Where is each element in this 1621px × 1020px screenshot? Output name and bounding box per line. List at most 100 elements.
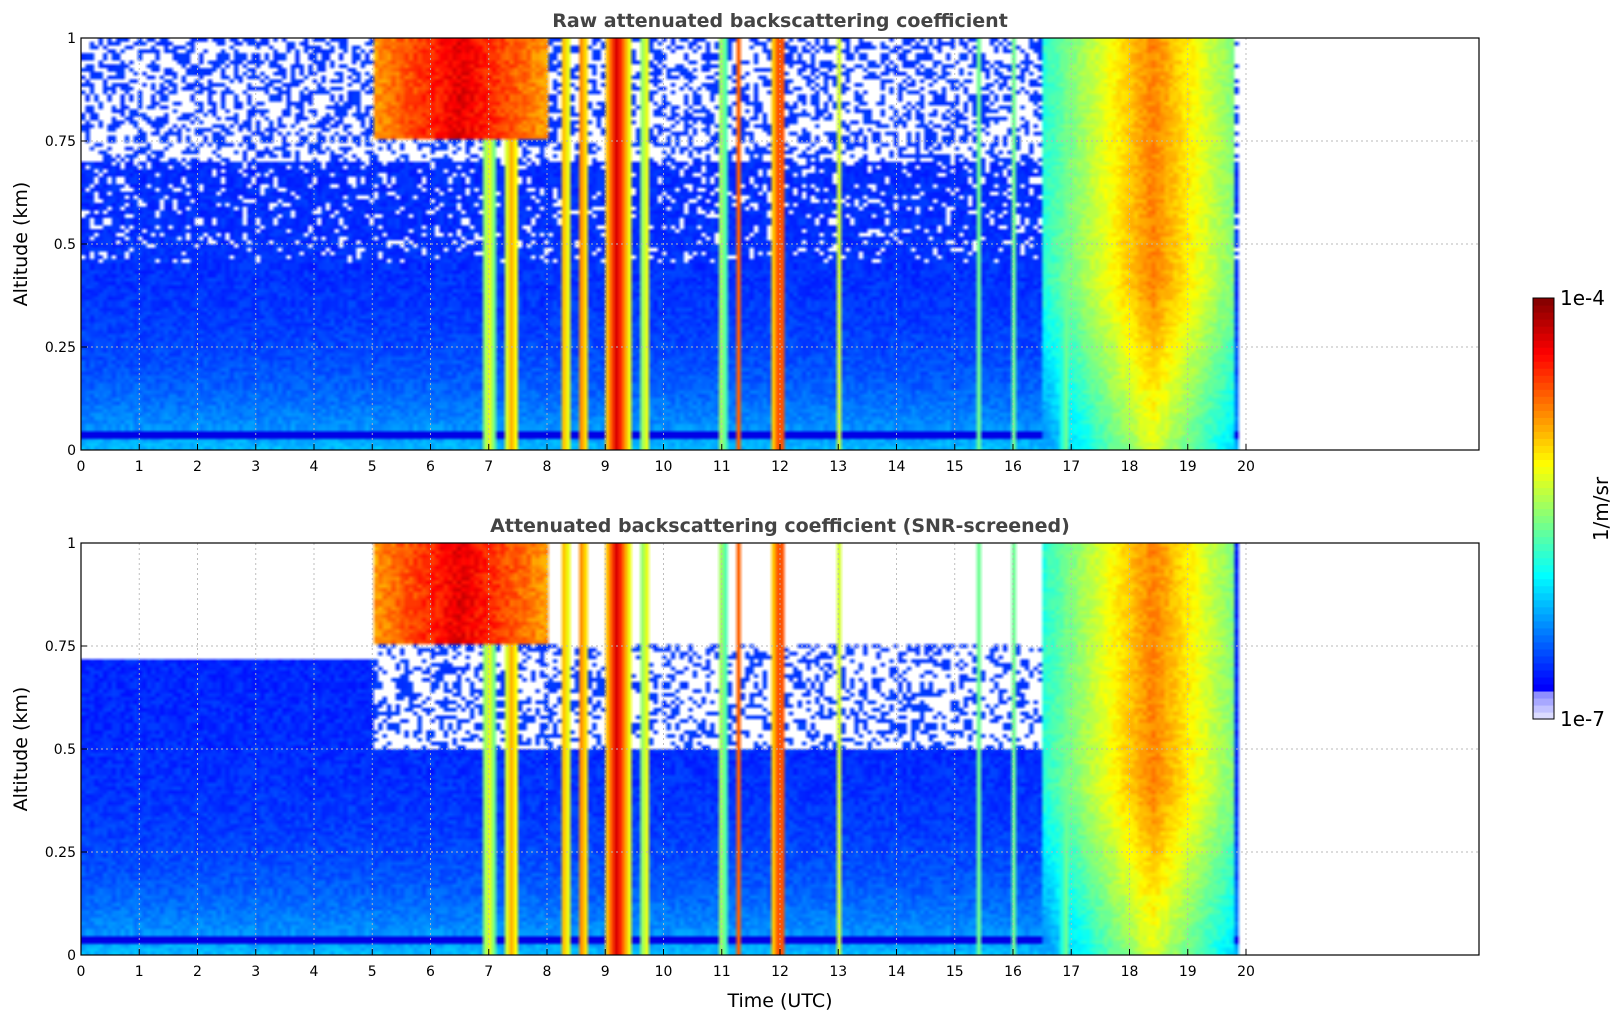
colorbar-step <box>1533 480 1554 489</box>
colorbar-step <box>1533 466 1554 475</box>
colorbar-step <box>1533 389 1554 397</box>
colorbar-step <box>1533 382 1554 390</box>
x-tick-label: 8 <box>543 459 552 475</box>
x-tick-label: 8 <box>543 964 552 980</box>
colorbar-step <box>1533 676 1554 685</box>
colorbar-min-label: 1e-7 <box>1560 707 1605 731</box>
colorbar-step <box>1533 424 1554 432</box>
colorbar-step <box>1533 662 1554 671</box>
x-tick-label: 0 <box>77 459 86 475</box>
colorbar-step <box>1533 396 1554 404</box>
y-axis: 0 0.25 0.5 0.75 1 <box>45 536 87 964</box>
colorbar-step <box>1533 410 1554 418</box>
x-axis: 0 1 2 3 4 5 6 7 8 9 10 11 12 13 14 15 16 17 18 19 20 <box>77 444 1255 475</box>
x-tick-label: 18 <box>1121 459 1139 475</box>
colorbar-step <box>1533 501 1554 510</box>
colorbar-step <box>1533 634 1554 643</box>
colorbar-step <box>1533 487 1554 496</box>
panel-title: Raw attenuated backscattering coefficien… <box>552 10 1008 32</box>
x-tick-label: 9 <box>601 459 610 475</box>
x-tick-label: 9 <box>601 964 610 980</box>
colorbar-step <box>1533 445 1554 453</box>
colorbar-step <box>1533 641 1554 650</box>
colorbar-step <box>1533 655 1554 664</box>
colorbar-step <box>1533 648 1554 657</box>
colorbar-step <box>1533 354 1554 362</box>
x-tick-label: 11 <box>713 964 731 980</box>
x-tick-label: 17 <box>1062 964 1080 980</box>
x-tick-label: 7 <box>484 964 493 980</box>
x-tick-label: 2 <box>193 459 202 475</box>
y-tick-label: 0 <box>67 443 76 459</box>
x-tick-label: 13 <box>829 459 847 475</box>
colorbar-frame <box>1532 297 1555 720</box>
y-tick-label: 0.75 <box>45 134 76 150</box>
x-tick-label: 18 <box>1121 964 1139 980</box>
colorbar-step <box>1533 697 1554 706</box>
y-axis: 0 0.25 0.5 0.75 1 <box>45 31 87 459</box>
colorbar-steps <box>1532 297 1555 720</box>
colorbar-step <box>1533 417 1554 425</box>
colorbar-step <box>1533 473 1554 482</box>
colorbar-step <box>1533 585 1554 594</box>
y-tick-label: 0.25 <box>45 340 76 356</box>
y-axis-label: Altitude (km) <box>10 182 32 307</box>
colorbar-step <box>1533 564 1554 573</box>
x-tick-label: 1 <box>135 964 144 980</box>
colorbar-step <box>1533 438 1554 446</box>
colorbar-step <box>1533 704 1554 713</box>
colorbar-step <box>1533 333 1554 341</box>
colorbar-step <box>1533 515 1554 524</box>
x-axis-label: Time (UTC) <box>726 990 832 1012</box>
colorbar-step <box>1533 452 1554 460</box>
colorbar-step <box>1533 508 1554 517</box>
colorbar-step <box>1533 578 1554 587</box>
x-tick-label: 3 <box>251 964 260 980</box>
colorbar-step <box>1533 711 1554 720</box>
y-tick-label: 0.5 <box>54 742 76 758</box>
colorbar-step <box>1533 340 1554 348</box>
colorbar-step <box>1533 361 1554 369</box>
colorbar-step <box>1533 529 1554 538</box>
colorbar-step <box>1533 431 1554 439</box>
colorbar-step <box>1533 494 1554 503</box>
colorbar-step <box>1533 368 1554 376</box>
x-tick-label: 6 <box>426 459 435 475</box>
x-tick-label: 16 <box>1004 459 1022 475</box>
colorbar-step <box>1533 305 1554 313</box>
colorbar-step <box>1533 592 1554 601</box>
x-tick-label: 5 <box>368 964 377 980</box>
x-tick-label: 20 <box>1237 964 1255 980</box>
y-axis-label: Altitude (km) <box>10 687 32 812</box>
colorbar-step <box>1533 613 1554 622</box>
colorbar-step <box>1533 403 1554 411</box>
colorbar-step <box>1533 557 1554 566</box>
colorbar-step <box>1533 536 1554 545</box>
x-tick-label: 12 <box>771 459 789 475</box>
colorbar-step <box>1533 550 1554 559</box>
colorbar-step <box>1533 690 1554 699</box>
x-tick-label: 14 <box>888 964 906 980</box>
x-tick-label: 3 <box>251 459 260 475</box>
y-tick-label: 0 <box>67 948 76 964</box>
x-axis: 0 1 2 3 4 5 6 7 8 9 10 11 12 13 14 15 16 17 18 19 20 <box>77 949 1255 980</box>
colorbar-step <box>1533 543 1554 552</box>
colorbar: 1e-4 1e-7 1/m/sr <box>1532 286 1613 731</box>
x-tick-label: 10 <box>655 964 673 980</box>
colorbar-step <box>1533 599 1554 608</box>
x-tick-label: 10 <box>655 459 673 475</box>
y-tick-label: 0.25 <box>45 845 76 861</box>
x-tick-label: 4 <box>310 459 319 475</box>
x-tick-label: 5 <box>368 459 377 475</box>
colorbar-step <box>1533 375 1554 383</box>
colorbar-step <box>1533 571 1554 580</box>
x-tick-label: 6 <box>426 964 435 980</box>
colorbar-step <box>1533 683 1554 692</box>
x-tick-label: 19 <box>1179 459 1197 475</box>
x-tick-label: 14 <box>888 459 906 475</box>
raw-backscatter-panel: Raw attenuated backscattering coefficien… <box>10 10 1480 475</box>
x-tick-label: 17 <box>1062 459 1080 475</box>
x-tick-label: 7 <box>484 459 493 475</box>
x-tick-label: 13 <box>829 964 847 980</box>
